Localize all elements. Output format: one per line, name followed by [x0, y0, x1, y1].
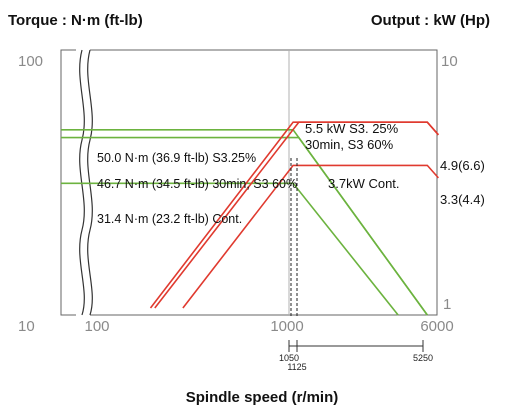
x-tick-100: 100 [84, 318, 109, 335]
torque-axis-title: Torque : N·m (ft-lb) [8, 12, 143, 29]
output-series-line-1 [154, 121, 440, 309]
x-tick-6000: 6000 [420, 318, 453, 335]
x-axis-title: Spindle speed (r/min) [186, 389, 339, 406]
output-right-value-low: 3.3(4.4) [440, 192, 485, 207]
left-tick-10: 10 [18, 318, 35, 335]
torque-label-s3-25: 50.0 N·m (36.9 ft-lb) S3.25% [97, 151, 256, 165]
output-label-s3-60: 30min, S3 60% [305, 137, 394, 152]
speed-marker-scale [288, 340, 424, 352]
torque-series-line-2 [61, 182, 399, 316]
output-label-cont: 3.7kW Cont. [328, 176, 400, 191]
x-tick-1000: 1000 [270, 318, 303, 335]
torque-label-s3-60: 46.7 N·m (34.5 ft-lb) 30min, S3 60% [97, 177, 297, 191]
output-axis-title: Output : kW (Hp) [371, 12, 490, 29]
output-series-line-2 [182, 164, 439, 309]
left-tick-100: 100 [18, 53, 43, 70]
output-right-value-high: 4.9(6.6) [440, 158, 485, 173]
x-marker-1125: 1125 [287, 362, 306, 372]
x-marker-1050: 1050 [279, 353, 299, 363]
output-label-s3-25: 5.5 kW S3. 25% [305, 121, 399, 136]
right-tick-1: 1 [443, 296, 451, 313]
output-series-group [149, 121, 440, 309]
torque-label-cont: 31.4 N·m (23.2 ft-lb) Cont. [97, 212, 242, 226]
x-marker-5250: 5250 [413, 353, 433, 363]
torque-series-line-1 [61, 136, 428, 316]
right-tick-10: 10 [441, 53, 458, 70]
